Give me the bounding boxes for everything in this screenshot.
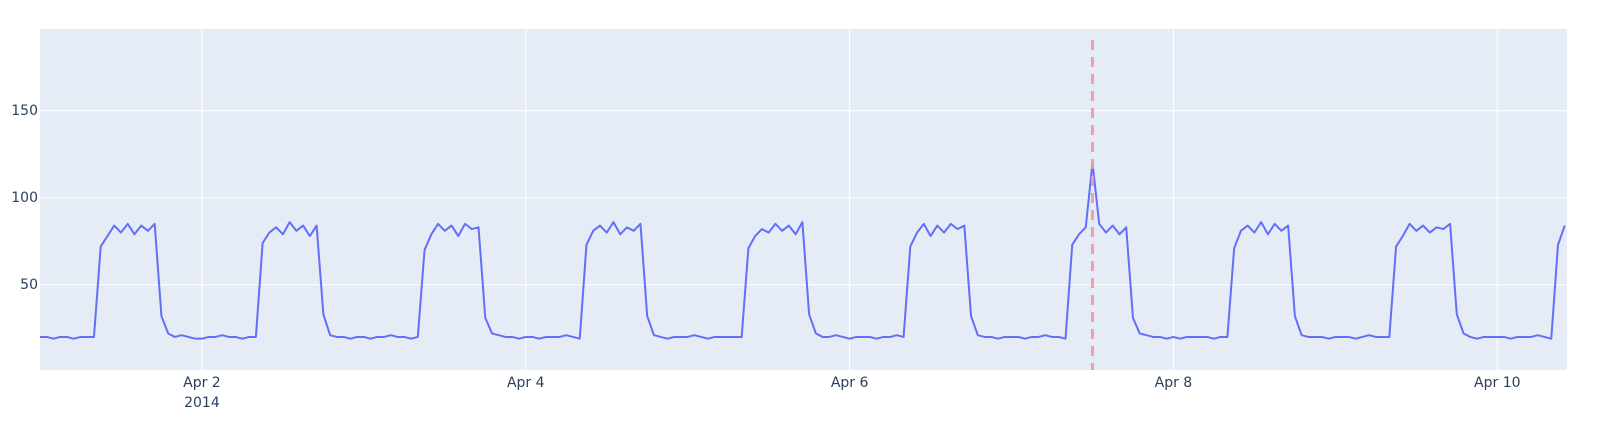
series-line (40, 161, 1566, 340)
y-tick-label: 50 (20, 277, 38, 293)
x-tick-year: 2014 (184, 395, 220, 411)
x-tick-label: Apr 6 (831, 375, 869, 391)
y-tick-label: 150 (11, 103, 38, 119)
x-tick-label: Apr 10 (1474, 375, 1520, 391)
y-tick-label: 100 (11, 190, 38, 206)
x-tick-label: Apr 2 (183, 375, 221, 391)
plot-area (40, 29, 1567, 370)
x-tick-label: Apr 4 (507, 375, 545, 391)
x-tick-label: Apr 8 (1155, 375, 1193, 391)
